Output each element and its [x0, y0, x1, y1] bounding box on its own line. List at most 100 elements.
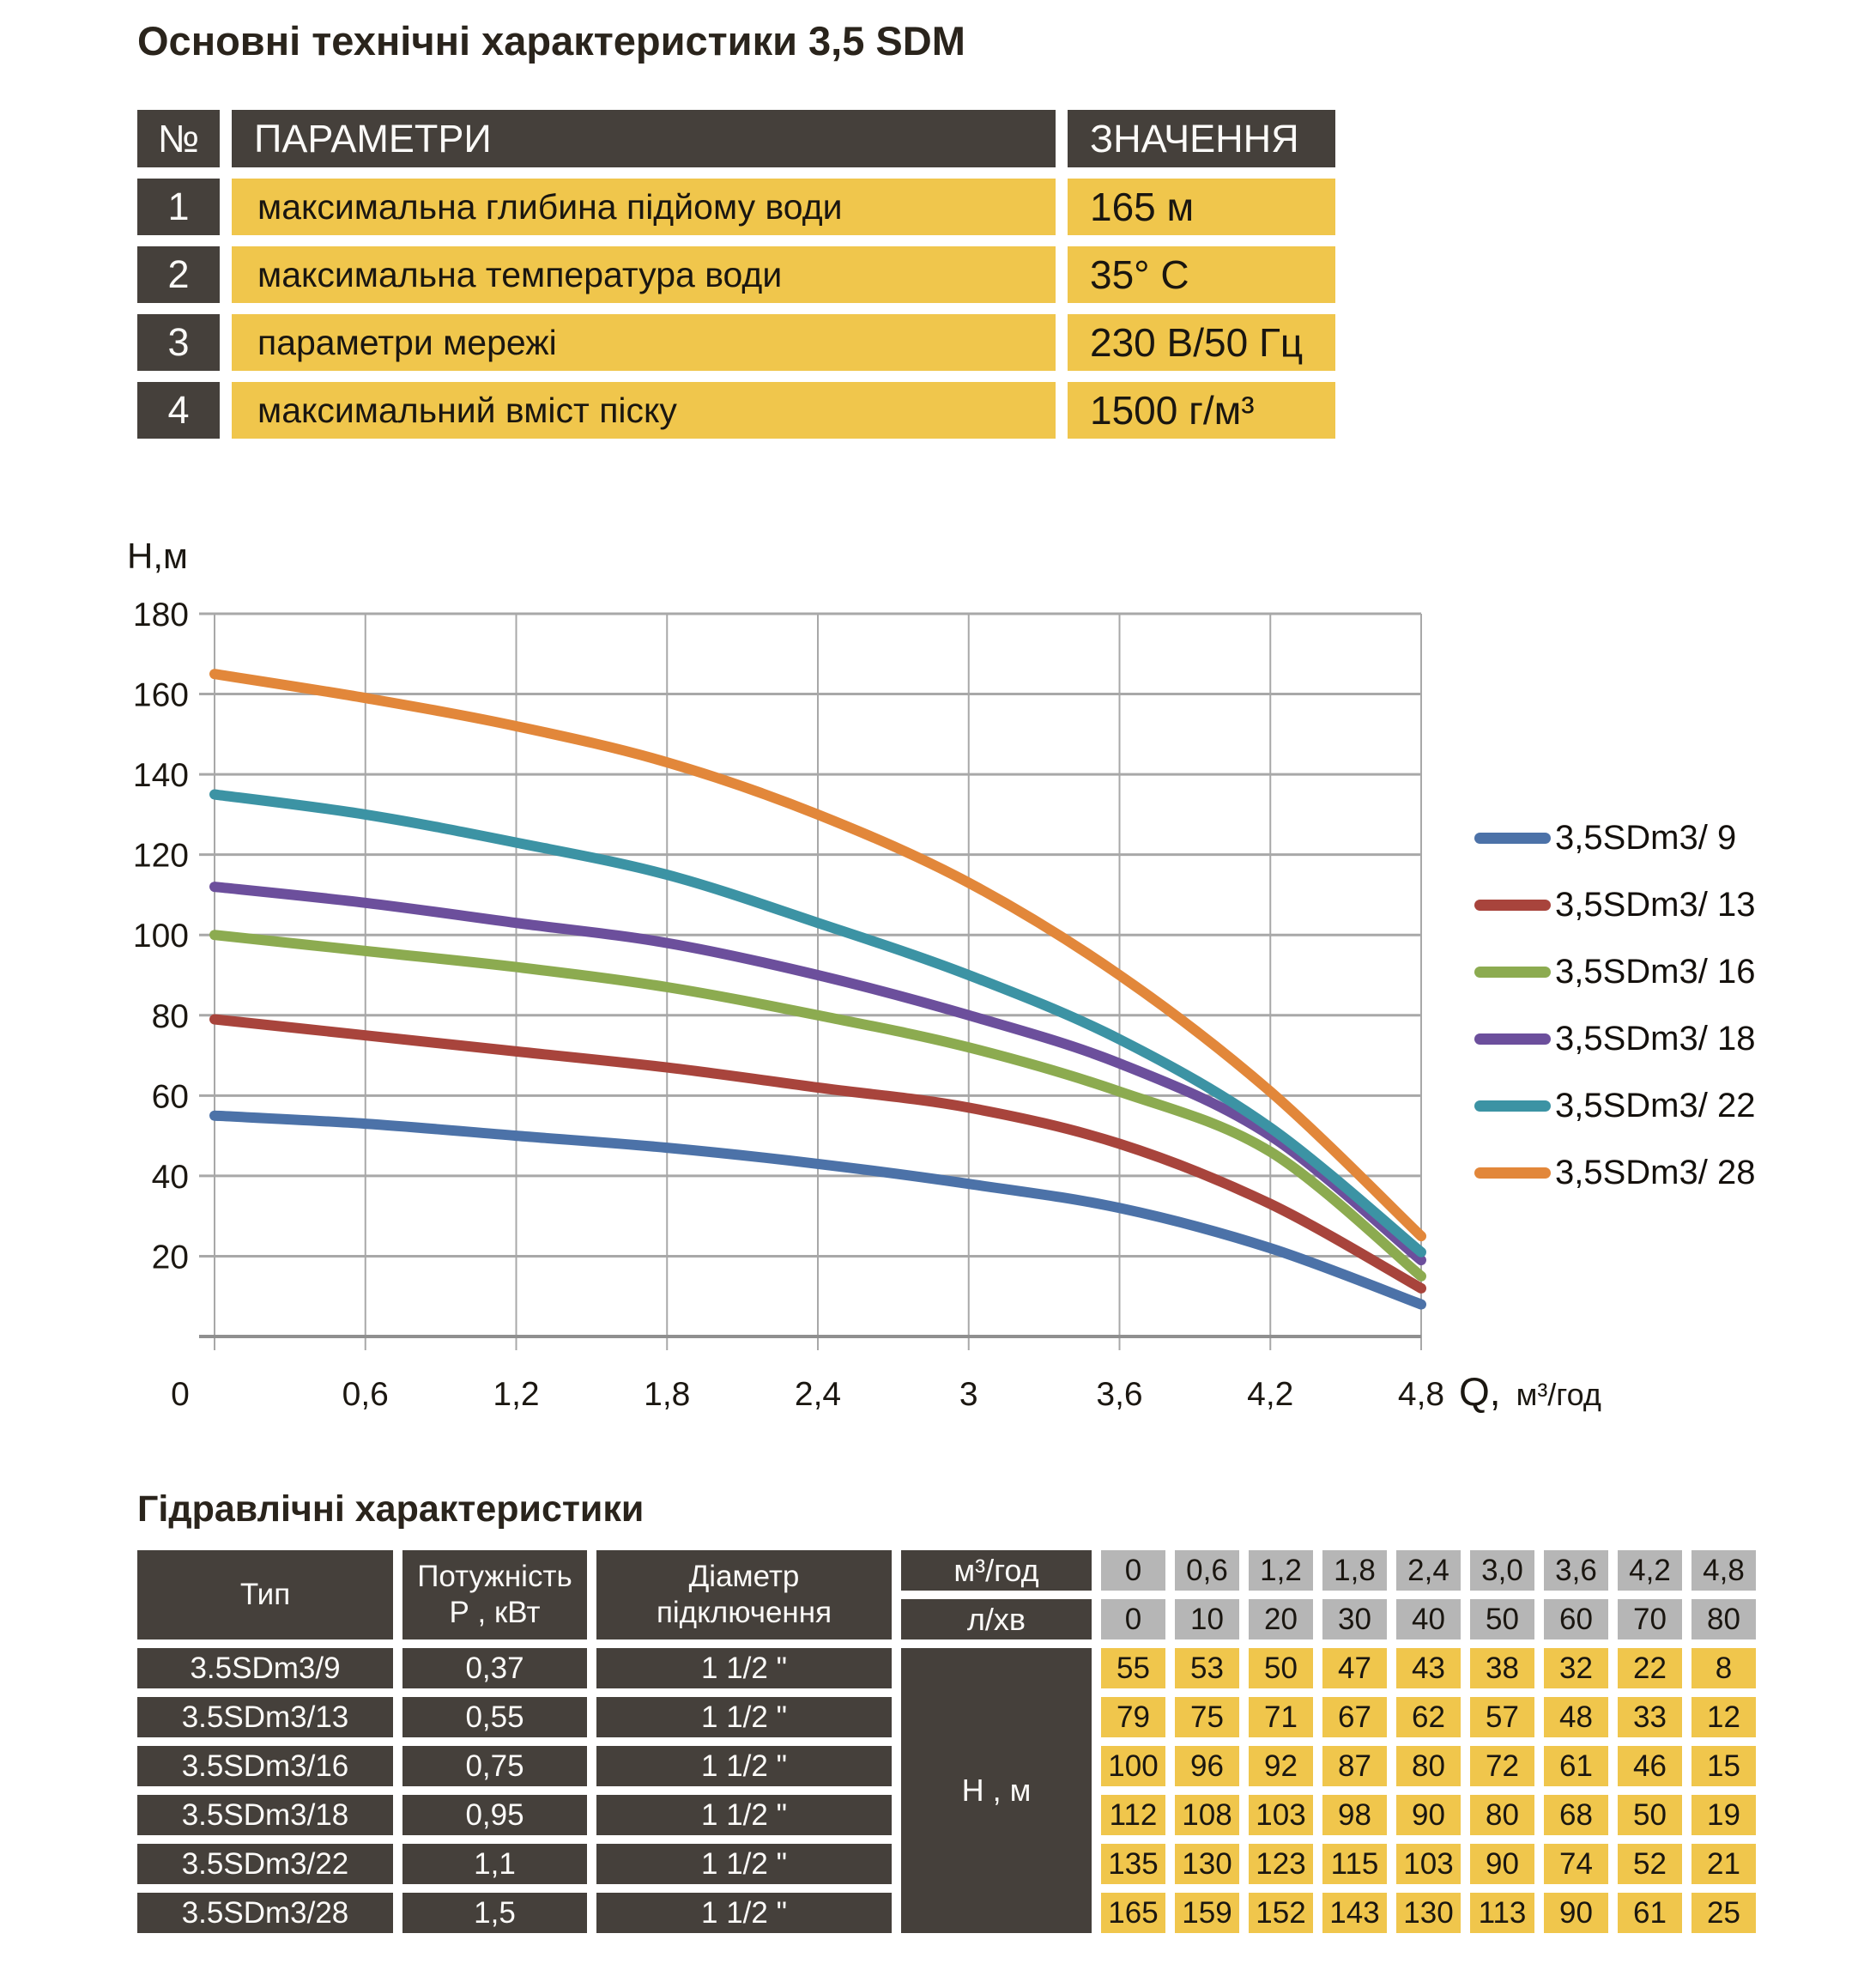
legend-line-swatch	[1474, 1167, 1551, 1179]
head-value: 68	[1544, 1795, 1608, 1835]
head-value: 90	[1544, 1893, 1608, 1933]
head-value: 71	[1249, 1697, 1313, 1737]
params-header-row: № ПАРАМЕТРИ ЗНАЧЕННЯ	[137, 110, 1335, 167]
pump-performance-chart: 180 160 140 120 100 80 60 40 20 0 0,6 1,2 1,8 2,4 3 3,6…	[127, 536, 1601, 1414]
x-tick-label: 3,6	[1096, 1376, 1142, 1413]
head-value: 159	[1175, 1893, 1239, 1933]
head-value: 46	[1618, 1746, 1682, 1786]
head-value: 108	[1175, 1795, 1239, 1835]
parameters-table: № ПАРАМЕТРИ ЗНАЧЕННЯ 1 максимальна глибина п…	[125, 99, 1347, 450]
row-number: 1	[137, 179, 220, 235]
head-value: 75	[1175, 1697, 1239, 1737]
lmin-value-header: 30	[1322, 1599, 1387, 1639]
legend-label: 3,5SDm3/ 22	[1555, 1087, 1756, 1124]
hydro-data-row: 3.5SDm3/18 0,95 1 1/2 " 112 108 103 98 90 80 68 50…	[137, 1795, 1756, 1835]
x-axis-label-symbol: Q,	[1459, 1369, 1501, 1414]
pump-curve-1	[209, 1014, 1426, 1294]
legend-label: 3,5SDm3/ 13	[1555, 886, 1756, 924]
x-tick-label: 0	[171, 1376, 190, 1413]
head-value: 22	[1618, 1648, 1682, 1688]
pump-curve-0	[209, 1110, 1426, 1310]
y-tick-label: 40	[152, 1159, 189, 1196]
head-value: 130	[1396, 1893, 1461, 1933]
pump-diameter: 1 1/2 "	[596, 1746, 892, 1786]
pump-type: 3.5SDm3/9	[137, 1648, 393, 1688]
y-axis-label: Н,м	[127, 536, 188, 576]
pump-diameter: 1 1/2 "	[596, 1893, 892, 1933]
head-value: 48	[1544, 1697, 1608, 1737]
legend-label: 3,5SDm3/ 16	[1555, 953, 1756, 991]
head-value: 79	[1101, 1697, 1165, 1737]
flow-value-header: 0,6	[1175, 1550, 1239, 1591]
lmin-value-header: 40	[1396, 1599, 1461, 1639]
pump-power: 1,5	[402, 1893, 587, 1933]
head-value: 98	[1322, 1795, 1387, 1835]
x-axis-label-unit: м³/год	[1516, 1377, 1601, 1412]
pump-type: 3.5SDm3/18	[137, 1795, 393, 1835]
hydro-data-row: 3.5SDm3/22 1,1 1 1/2 " 135 130 123 115 103 90 74 5…	[137, 1844, 1756, 1884]
page-title: Основні технічні характеристики 3,5 SDM	[137, 18, 965, 64]
pump-power: 0,37	[402, 1648, 587, 1688]
head-value: 90	[1470, 1844, 1534, 1884]
x-tick-label: 3	[959, 1376, 978, 1413]
chart-grid	[199, 612, 1422, 1350]
legend-line-swatch	[1474, 900, 1551, 911]
flow-value-header: 1,2	[1249, 1550, 1313, 1591]
params-row: 3 параметри мережі 230 В/50 Гц	[137, 314, 1335, 371]
y-tick-label: 180	[133, 597, 189, 633]
y-tick-label: 160	[133, 677, 189, 714]
parameter-value: 165 м	[1068, 179, 1335, 235]
pump-type: 3.5SDm3/13	[137, 1697, 393, 1737]
lmin-value-header: 10	[1175, 1599, 1239, 1639]
head-value: 8	[1691, 1648, 1756, 1688]
col-header-parameters: ПАРАМЕТРИ	[232, 110, 1056, 167]
parameter-name: максимальний вміст піску	[232, 382, 1056, 439]
head-value: 100	[1101, 1746, 1165, 1786]
pump-type: 3.5SDm3/22	[137, 1844, 393, 1884]
y-tick-label: 140	[133, 757, 189, 794]
head-value: 50	[1249, 1648, 1313, 1688]
x-axis-label: Q, м³/год	[1459, 1369, 1601, 1414]
head-value: 123	[1249, 1844, 1313, 1884]
hydraulic-characteristics-table: Тип Потужність Р , кВт Діаметр підключення м³…	[128, 1542, 1765, 1942]
pump-curve-3	[209, 882, 1426, 1266]
head-value: 21	[1691, 1844, 1756, 1884]
pump-power: 1,1	[402, 1844, 587, 1884]
pump-diameter: 1 1/2 "	[596, 1795, 892, 1835]
legend-label: 3,5SDm3/ 9	[1555, 819, 1737, 857]
legend-line-swatch	[1474, 1033, 1551, 1045]
diameter-label-line1: Діаметр	[688, 1560, 800, 1593]
lmin-value-header: 20	[1249, 1599, 1313, 1639]
params-row: 2 максимальна температура води 35° С	[137, 246, 1335, 303]
legend-item: 3,5SDm3/ 18	[1474, 1020, 1756, 1058]
pump-type: 3.5SDm3/28	[137, 1893, 393, 1933]
power-label-line2: Р , кВт	[449, 1596, 541, 1629]
head-value: 62	[1396, 1697, 1461, 1737]
flow-value-header: 3,0	[1470, 1550, 1534, 1591]
head-value: 103	[1396, 1844, 1461, 1884]
pump-diameter: 1 1/2 "	[596, 1648, 892, 1688]
power-label-line1: Потужність	[417, 1560, 572, 1593]
diameter-label-line2: підключення	[656, 1596, 832, 1629]
legend-item: 3,5SDm3/ 9	[1474, 819, 1755, 857]
legend-label: 3,5SDm3/ 18	[1555, 1020, 1756, 1058]
head-value: 152	[1249, 1893, 1313, 1933]
legend-line-swatch	[1474, 967, 1551, 978]
hydro-data-row: 3.5SDm3/9 0,37 1 1/2 " Н , м 55 53 50 47 43 38 32 2…	[137, 1648, 1756, 1933]
flow-value-header: 1,8	[1322, 1550, 1387, 1591]
pump-curve-5	[209, 669, 1426, 1242]
parameter-value: 35° С	[1068, 246, 1335, 303]
head-value: 15	[1691, 1746, 1756, 1786]
lmin-value-header: 50	[1470, 1599, 1534, 1639]
params-row: 1 максимальна глибина підйому води 165 м	[137, 179, 1335, 235]
head-value: 112	[1101, 1795, 1165, 1835]
row-number: 4	[137, 382, 220, 439]
flow-value-header: 0	[1101, 1550, 1165, 1591]
head-value: 47	[1322, 1648, 1387, 1688]
head-value: 92	[1249, 1746, 1313, 1786]
legend-item: 3,5SDm3/ 22	[1474, 1087, 1756, 1124]
legend-item: 3,5SDm3/ 28	[1474, 1154, 1755, 1191]
head-value: 43	[1396, 1648, 1461, 1688]
y-tick-label: 60	[152, 1078, 189, 1115]
head-value: 87	[1322, 1746, 1387, 1786]
